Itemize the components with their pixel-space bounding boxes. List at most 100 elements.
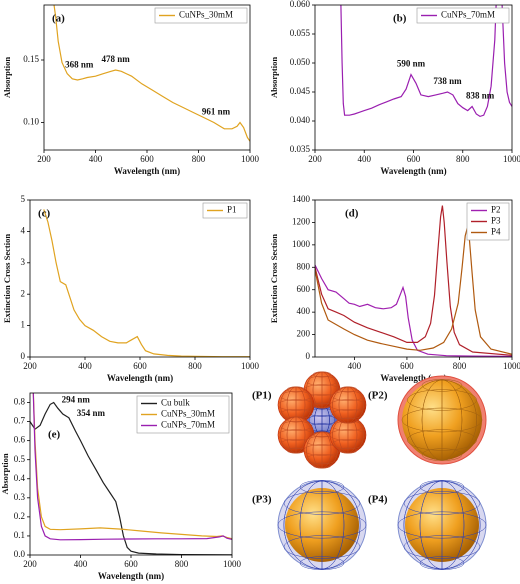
- mesh-line: [397, 511, 487, 539]
- y-axis-label: Absorption: [269, 57, 279, 98]
- mesh-line: [329, 399, 367, 411]
- y-tick-label: 0.3: [14, 492, 26, 502]
- y-tick-label: 0.4: [14, 473, 26, 483]
- y-tick-label: 0: [21, 351, 26, 361]
- x-tick-label: 1000: [241, 361, 260, 371]
- mesh-line: [283, 480, 361, 570]
- y-tick-label: 1: [21, 320, 26, 330]
- x-tick-label: 600: [407, 154, 421, 164]
- mesh-line: [306, 454, 338, 464]
- structure-label: (P3): [252, 494, 272, 506]
- core: [285, 488, 359, 562]
- y-tick-label: 1000: [292, 239, 311, 249]
- mesh-line: [407, 389, 477, 411]
- mesh-line: [312, 371, 332, 378]
- legend-label: CuNPs_70mM: [441, 10, 495, 20]
- mesh-line: [332, 386, 364, 424]
- legend-label: CuNPs_70mM: [161, 420, 215, 430]
- plot-frame: [29, 199, 251, 358]
- x-tick-label: 400: [89, 154, 103, 164]
- mesh-line: [332, 391, 364, 401]
- structure: (P3): [252, 480, 367, 570]
- annotation: 368 nm: [65, 60, 94, 70]
- x-tick-label: 1000: [503, 154, 520, 164]
- y-axis-label: Extinction Cross Section: [2, 234, 12, 323]
- mesh-line: [280, 391, 312, 401]
- mesh-line: [419, 556, 465, 570]
- x-tick-label: 600: [133, 361, 147, 371]
- y-tick-label: 0.040: [290, 115, 311, 125]
- plot-frame: [314, 4, 513, 151]
- y-tick-label: 0.15: [23, 54, 39, 64]
- x-tick-label: 800: [453, 361, 467, 371]
- annotation: 738 nm: [433, 76, 462, 86]
- panel-label: (c): [38, 208, 51, 220]
- legend-label: P3: [491, 216, 501, 226]
- data-line: [30, 401, 232, 555]
- y-tick-label: 1200: [292, 216, 311, 226]
- mesh-line: [329, 429, 367, 441]
- data-line: [43, 209, 250, 357]
- mesh-line: [338, 417, 358, 424]
- y-axis-label: Extinction Cross Section: [269, 234, 279, 323]
- panel: 400 600 800 1000 0 200 400 600 800 1000 1200 1400 Wa…: [269, 194, 520, 383]
- y-tick-label: 0.8: [14, 397, 26, 407]
- mesh-line: [283, 535, 361, 559]
- legend-label: P4: [491, 227, 501, 237]
- core: [402, 380, 482, 460]
- data-line: [32, 393, 232, 540]
- x-tick-label: 800: [192, 154, 206, 164]
- x-tick-label: 400: [78, 361, 92, 371]
- legend-label: Cu bulk: [161, 398, 190, 408]
- x-axis-label: Wavelength (nm): [380, 166, 446, 176]
- y-tick-label: 0.2: [14, 511, 25, 521]
- mesh-line: [407, 429, 477, 451]
- y-tick-label: 5: [21, 194, 26, 204]
- mesh-line: [407, 379, 477, 461]
- data-line: [315, 264, 512, 357]
- mesh-line: [332, 439, 364, 449]
- y-tick-label: 0.060: [290, 0, 311, 9]
- mesh-line: [306, 415, 338, 425]
- x-tick-label: 200: [308, 154, 322, 164]
- mesh-line: [421, 448, 463, 461]
- x-tick-label: 1000: [241, 154, 260, 164]
- mesh-line: [401, 407, 483, 433]
- x-tick-label: 200: [23, 361, 37, 371]
- x-axis-label: Wavelength (nm): [380, 373, 446, 383]
- mesh-line: [312, 462, 332, 469]
- panel: 200 400 600 800 1000 0.0 0.1 0.2 0.3 0.4 0.5 0.6 0.7…: [0, 392, 242, 581]
- annotation: 590 nm: [397, 59, 426, 69]
- y-tick-label: 0.7: [14, 416, 26, 426]
- mesh-line: [280, 421, 312, 431]
- y-tick-label: 0.1: [14, 530, 25, 540]
- panel-label: (e): [48, 429, 61, 441]
- y-tick-label: 3: [21, 257, 26, 267]
- annotation: 838 nm: [466, 91, 495, 101]
- x-axis-label: Wavelength (nm): [98, 571, 164, 581]
- legend-label: CuNPs_30mM: [161, 409, 215, 419]
- y-tick-label: 0.055: [290, 28, 311, 38]
- mesh-line: [403, 480, 481, 570]
- y-tick-label: 0.045: [290, 86, 311, 96]
- panel: 200 400 600 800 1000 0 1 2 3 4 5 Wavelength (nm) Ext…: [2, 194, 260, 383]
- mesh-line: [299, 556, 345, 570]
- x-tick-label: 600: [400, 361, 414, 371]
- structure-label: (P1): [252, 390, 272, 402]
- y-axis-label: Absorption: [2, 57, 12, 98]
- mesh-line: [338, 447, 358, 454]
- panel: 200 400 600 800 1000 0.035 0.040 0.045 0.050 0.05…: [269, 0, 520, 176]
- y-tick-label: 0.050: [290, 57, 311, 67]
- y-tick-label: 1400: [292, 194, 311, 204]
- x-tick-label: 400: [358, 154, 372, 164]
- legend-box: [202, 202, 248, 219]
- plot-frame: [43, 4, 251, 151]
- y-tick-label: 0.5: [14, 454, 26, 464]
- y-tick-label: 200: [297, 329, 311, 339]
- core-sphere: [307, 405, 337, 435]
- data-line: [32, 393, 232, 541]
- annotation: 294 nm: [62, 395, 91, 405]
- x-tick-label: 1000: [223, 559, 242, 569]
- data-line: [315, 205, 512, 356]
- legend-box: [154, 7, 248, 24]
